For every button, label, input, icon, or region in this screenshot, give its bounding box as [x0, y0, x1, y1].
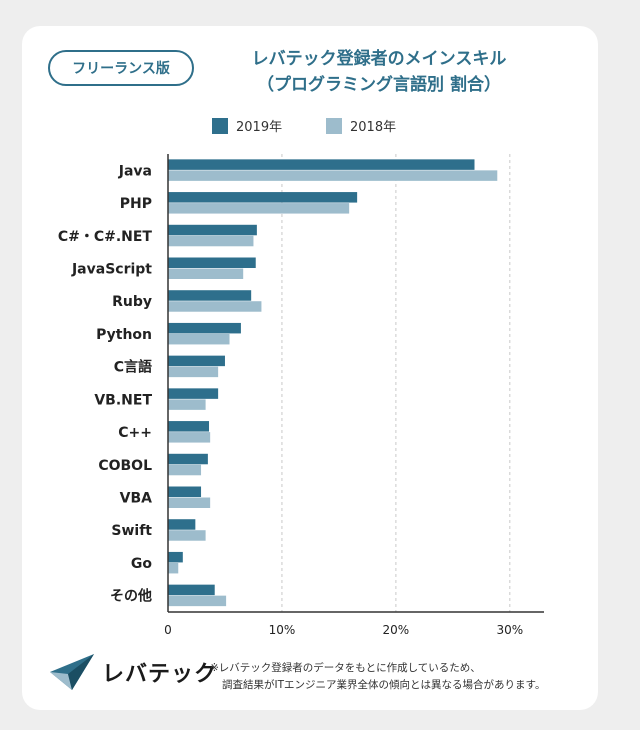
category-label-0: Java [118, 163, 152, 179]
category-label-10: VBA [120, 491, 153, 507]
bar-2018-9 [168, 464, 202, 476]
chart-title: レバテック登録者のメインスキル （プログラミング言語別 割合） [214, 46, 544, 98]
x-tick-label-0: 0 [164, 623, 172, 637]
bar-2019-3 [168, 257, 256, 268]
bar-2019-12 [168, 551, 183, 563]
category-label-2: C#・C#.NET [58, 229, 153, 245]
chart-card [22, 26, 598, 710]
bar-2019-0 [168, 159, 475, 170]
bar-2018-10 [168, 497, 211, 508]
chart-title-line1: レバテック登録者のメインスキル [251, 49, 507, 69]
bar-2019-7 [168, 388, 219, 399]
bar-2018-7 [168, 399, 206, 410]
brand-logo-icon [50, 654, 94, 690]
legend-item-2019: 2019年 [212, 116, 282, 135]
legend: 2019年 2018年 [0, 116, 640, 136]
bar-2019-13 [168, 584, 215, 596]
bar-2019-6 [168, 355, 225, 367]
bar-2018-1 [168, 203, 350, 214]
category-label-9: COBOL [98, 458, 152, 474]
category-label-7: VB.NET [94, 392, 152, 408]
category-label-6: C言語 [114, 359, 152, 376]
chart-title-line2: （プログラミング言語別 割合） [257, 75, 501, 95]
bar-2019-2 [168, 224, 257, 236]
bar-2018-3 [168, 268, 244, 279]
bar-2018-8 [168, 432, 211, 443]
category-label-5: Python [96, 327, 152, 343]
bar-2018-6 [168, 366, 219, 378]
category-label-11: Swift [111, 523, 152, 539]
brand-logo: レバテック [48, 652, 217, 692]
bar-2019-10 [168, 486, 202, 497]
bar-2018-13 [168, 595, 227, 607]
legend-label-2019: 2019年 [236, 120, 283, 135]
bar-2018-11 [168, 530, 206, 541]
footnote: ※レバテック登録者のデータをもとに作成しているため、 調査結果がITエンジニア業… [210, 660, 590, 694]
brand-logo-text: レバテック [102, 662, 218, 687]
x-tick-label-1: 10% [269, 623, 296, 637]
legend-swatch-2018 [326, 117, 342, 134]
bar-2019-9 [168, 453, 208, 465]
edition-badge: フリーランス版 [48, 50, 194, 86]
category-label-4: Ruby [112, 294, 152, 310]
legend-label-2018: 2018年 [350, 120, 397, 135]
category-label-12: Go [131, 556, 152, 572]
bar-2018-2 [168, 235, 254, 247]
bar-2018-0 [168, 170, 498, 181]
bar-2019-8 [168, 421, 210, 432]
bar-2019-4 [168, 290, 252, 301]
x-tick-label-2: 20% [383, 623, 410, 637]
bar-2019-5 [168, 322, 241, 334]
bar-2018-4 [168, 301, 262, 312]
category-label-3: JavaScript [71, 262, 152, 278]
legend-item-2018: 2018年 [326, 116, 396, 135]
bar-2019-11 [168, 519, 196, 530]
category-label-1: PHP [120, 196, 152, 212]
x-tick-label-3: 30% [496, 623, 523, 637]
category-label-8: C++ [118, 425, 152, 441]
bar-2018-12 [168, 562, 179, 574]
footnote-line1: ※レバテック登録者のデータをもとに作成しているため、 [210, 662, 481, 674]
footnote-line2: 調査結果がITエンジニア業界全体の傾向とは異なる場合があります。 [222, 679, 546, 691]
bar-2018-5 [168, 333, 230, 345]
legend-swatch-2019 [212, 117, 228, 134]
category-label-13: その他 [110, 588, 152, 605]
bar-2019-1 [168, 192, 358, 203]
